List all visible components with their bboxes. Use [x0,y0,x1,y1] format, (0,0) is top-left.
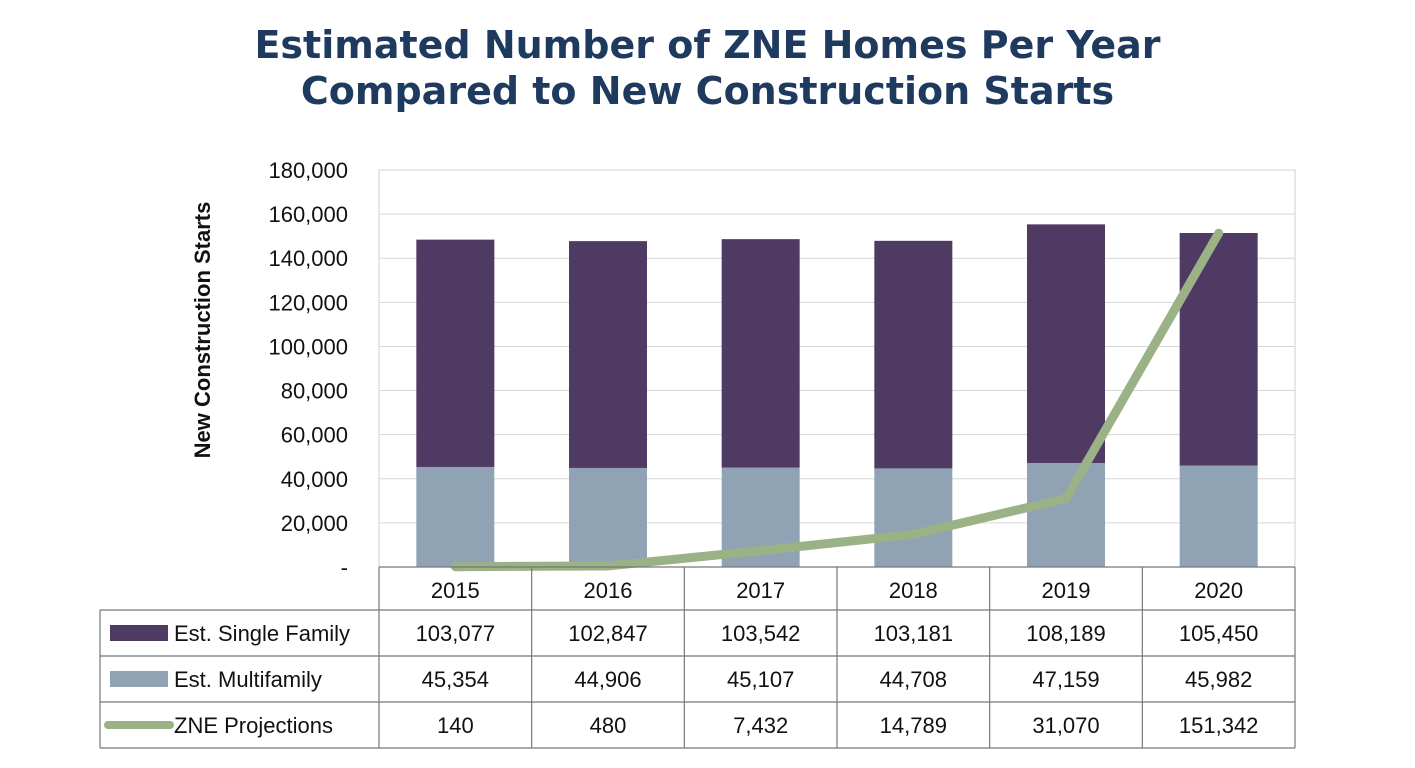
y-tick-label: 80,000 [281,379,348,404]
y-tick-label: 100,000 [268,334,348,359]
data-table-value: 140 [437,713,474,738]
y-tick-label: - [341,555,348,580]
y-tick-label: 160,000 [268,202,348,227]
data-table-value: 45,354 [422,667,489,692]
data-table-value: 44,708 [880,667,947,692]
y-tick-label: 60,000 [281,423,348,448]
data-table-value: 103,542 [721,621,801,646]
y-tick-label: 40,000 [281,467,348,492]
chart-title-line-1: Estimated Number of ZNE Homes Per Year [254,23,1161,67]
bar-single-family [569,241,647,468]
data-table-value: 45,107 [727,667,794,692]
chart-title-line-2: Compared to New Construction Starts [300,69,1115,113]
data-table-value: 7,432 [733,713,788,738]
data-table-value: 14,789 [880,713,947,738]
legend-series-name: ZNE Projections [174,713,333,738]
legend-key-multifamily [110,671,168,687]
bar-single-family [721,239,800,468]
data-table-value: 103,181 [874,621,954,646]
y-axis-label: New Construction Starts [190,202,215,459]
bar-multifamily [1027,462,1105,567]
bar-single-family [1027,224,1105,463]
data-table-value: 480 [590,713,627,738]
point-zne-projections [760,550,762,552]
x-category-label: 2017 [736,578,785,603]
data-table-value: 105,450 [1179,621,1259,646]
bar-multifamily [416,466,495,567]
y-tick-label: 140,000 [268,246,348,271]
data-table-value: 44,906 [574,667,641,692]
y-tick-label: 120,000 [268,290,348,315]
y-tick-label: 20,000 [281,511,348,536]
chart-title: Estimated Number of ZNE Homes Per Year C… [0,22,1415,114]
data-table-value: 31,070 [1032,713,1099,738]
data-table-value: 45,982 [1185,667,1252,692]
data-table-value: 47,159 [1032,667,1099,692]
point-zne-projections [912,533,914,535]
data-table-value: 108,189 [1026,621,1106,646]
point-zne-projections [607,565,609,567]
bar-multifamily [569,467,647,567]
x-category-label: 2018 [889,578,938,603]
bar-multifamily [874,468,953,567]
point-zne-projections [1218,232,1220,234]
x-category-label: 2019 [1042,578,1091,603]
point-zne-projections [1065,497,1067,499]
bar-multifamily [1179,465,1258,567]
legend-series-name: Est. Multifamily [174,667,322,692]
data-table-value: 151,342 [1179,713,1259,738]
x-category-label: 2016 [584,578,633,603]
bar-single-family [416,239,495,467]
data-table-value: 102,847 [568,621,648,646]
x-category-label: 2015 [431,578,480,603]
data-table-value: 103,077 [416,621,496,646]
line-zne-projections [450,228,1224,572]
y-tick-label: 180,000 [268,158,348,183]
bar-single-family [874,240,953,469]
x-category-label: 2020 [1194,578,1243,603]
plot-area [378,169,1296,568]
bar-single-family [1179,233,1258,466]
legend-key-single-family [110,625,168,641]
legend-series-name: Est. Single Family [174,621,350,646]
